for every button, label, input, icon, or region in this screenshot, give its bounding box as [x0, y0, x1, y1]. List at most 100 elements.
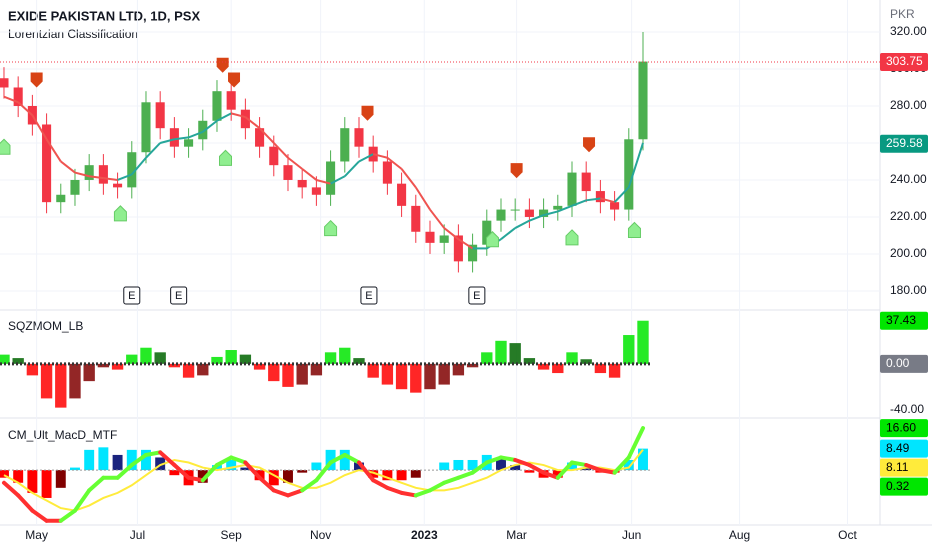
macd-line — [371, 478, 390, 490]
macd-line — [285, 488, 305, 498]
macd-histogram-bar — [226, 459, 237, 471]
value-tag-label: 16.60 — [886, 420, 916, 434]
momentum-bar — [339, 347, 351, 364]
macd-line — [200, 463, 219, 483]
value-tag-label: 37.43 — [886, 313, 916, 327]
macd-line — [456, 470, 475, 480]
macd-histogram-bar — [567, 462, 577, 471]
momentum-bar — [481, 352, 493, 364]
momentum-bar — [395, 363, 408, 390]
macd-line — [612, 455, 631, 475]
macd-histogram-bar — [552, 470, 563, 478]
candle-body — [397, 183, 407, 206]
macd-histogram-bar — [84, 449, 95, 471]
macd-histogram-bar — [339, 449, 350, 471]
macd-line — [87, 475, 106, 493]
candle-body — [70, 179, 80, 195]
momentum-bar — [608, 363, 621, 378]
candle-body — [524, 209, 534, 217]
candle-body — [13, 87, 23, 106]
earnings-label: E — [128, 290, 135, 302]
kernel-line — [216, 112, 232, 122]
kernel-line — [31, 114, 48, 140]
buy-signal — [565, 229, 579, 246]
candle-body — [368, 146, 378, 162]
candle-body — [240, 109, 250, 129]
sell-signal — [583, 137, 596, 153]
macd-histogram-bar — [325, 449, 336, 471]
kernel-line — [429, 208, 445, 229]
macd-histogram-bar — [311, 462, 322, 471]
y-tick-label: 180.00 — [890, 283, 927, 297]
macd-line — [58, 508, 77, 523]
x-tick-label: Sep — [221, 528, 243, 542]
kernel-line — [414, 186, 431, 211]
macd-histogram-bar — [453, 459, 464, 471]
kernel-line — [230, 112, 246, 119]
candle-body — [98, 165, 108, 184]
kernel-line — [17, 101, 34, 116]
macd-histogram-bar — [126, 449, 137, 471]
candle-body — [155, 102, 165, 129]
price-tag — [880, 53, 928, 72]
kernel-line — [188, 130, 204, 139]
momentum-bar — [466, 363, 479, 368]
kernel-line — [74, 171, 90, 178]
macd-line — [569, 460, 589, 468]
momentum-bar — [253, 363, 266, 370]
momentum-bar — [310, 363, 323, 376]
candle-body — [581, 172, 591, 192]
momentum-bar — [168, 363, 181, 368]
macd-line — [413, 488, 432, 498]
kernel-line — [244, 116, 261, 129]
buy-signal — [324, 219, 338, 237]
x-tick-label: Nov — [310, 528, 331, 542]
macd-histogram-bar — [623, 459, 634, 471]
macd-line — [129, 452, 148, 468]
macd-line — [115, 463, 134, 480]
macd-histogram-bar — [141, 449, 151, 471]
macd-line — [158, 450, 177, 468]
kernel-line — [358, 153, 374, 163]
value-tag — [880, 311, 928, 330]
value-tag — [880, 458, 928, 477]
macd-histogram-bar — [55, 470, 66, 488]
macd-histogram-bar — [98, 447, 109, 471]
macd-line — [442, 475, 461, 485]
macd-line — [541, 470, 560, 480]
value-tag-label: 0.00 — [886, 356, 910, 370]
macd-line — [214, 455, 234, 468]
macd-histogram-bar — [638, 448, 648, 471]
kernel-line — [316, 179, 331, 185]
momentum-bar — [367, 363, 379, 378]
momentum-bar — [410, 363, 422, 393]
momentum-bar — [495, 340, 507, 364]
candle-body — [56, 194, 66, 203]
buy-signal — [627, 221, 641, 239]
kernel-line — [131, 157, 147, 176]
momentum-bar — [55, 363, 67, 408]
x-tick-label: May — [25, 528, 48, 542]
candle-body — [127, 152, 137, 188]
momentum-bar — [225, 350, 237, 364]
candle-body — [141, 102, 151, 153]
indicator-name: Lorentzian Classification — [8, 27, 138, 41]
macd-line — [513, 457, 532, 468]
kernel-line — [600, 197, 615, 204]
value-tag-label: 8.49 — [886, 441, 910, 455]
candle-body — [610, 202, 620, 210]
macd-histogram-bar — [410, 470, 421, 478]
momentum-bar — [637, 320, 649, 364]
macd-histogram-bar — [41, 470, 52, 498]
momentum-bar — [353, 358, 365, 364]
kernel-line — [287, 156, 303, 170]
sell-signal — [30, 72, 43, 88]
kernel-line — [372, 153, 388, 159]
kernel-line — [514, 219, 530, 229]
candle-body — [595, 191, 605, 203]
macd-line — [427, 480, 447, 493]
momentum-bar — [0, 354, 10, 364]
macd-histogram-bar — [197, 470, 208, 483]
kernel-line — [557, 204, 573, 213]
